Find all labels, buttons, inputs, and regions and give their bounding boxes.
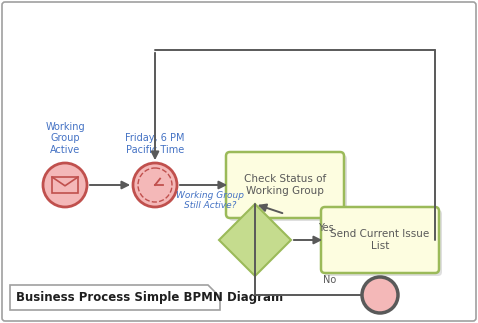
Circle shape [138, 168, 172, 202]
FancyBboxPatch shape [2, 2, 476, 321]
Circle shape [362, 277, 398, 313]
Polygon shape [10, 285, 220, 310]
Bar [52, 177, 78, 193]
Text: Check Status of
Working Group: Check Status of Working Group [244, 174, 326, 196]
Circle shape [43, 163, 87, 207]
Circle shape [133, 163, 177, 207]
FancyBboxPatch shape [229, 155, 347, 221]
Text: Working
Group
Active: Working Group Active [45, 122, 85, 155]
Polygon shape [219, 204, 291, 276]
FancyBboxPatch shape [324, 210, 442, 276]
FancyBboxPatch shape [226, 152, 344, 218]
Text: Business Process Simple BPMN Diagram: Business Process Simple BPMN Diagram [16, 291, 283, 304]
Text: Send Current Issue
List: Send Current Issue List [330, 229, 430, 251]
Text: Yes: Yes [318, 223, 334, 233]
Text: Working Group
Still Active?: Working Group Still Active? [176, 191, 244, 210]
FancyBboxPatch shape [321, 207, 439, 273]
Text: Friday, 6 PM
Pacific Time: Friday, 6 PM Pacific Time [125, 133, 185, 155]
Text: No: No [324, 275, 337, 285]
